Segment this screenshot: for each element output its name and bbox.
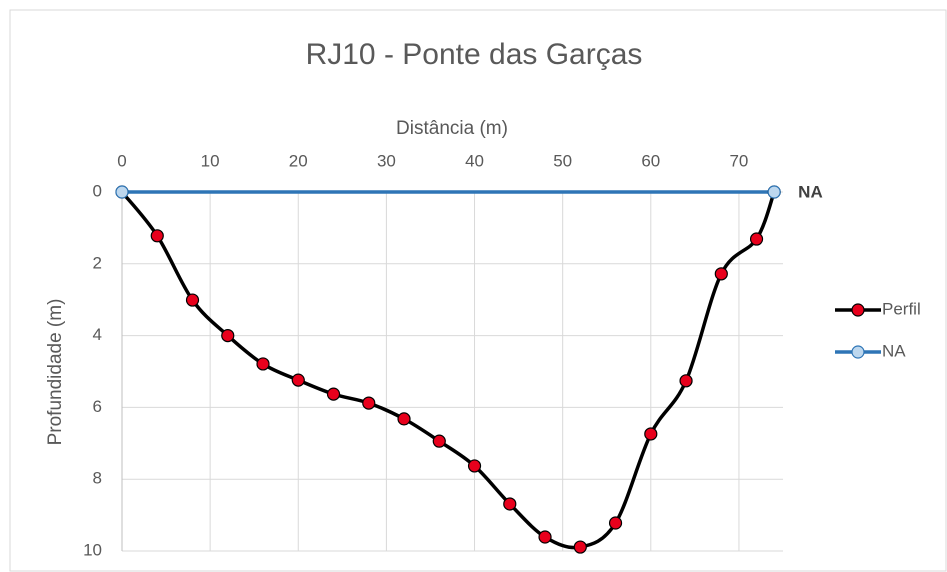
data-point [714,267,728,281]
legend-marker [851,303,865,317]
data-point [767,185,781,199]
data-point [644,427,658,441]
data-point [256,357,270,371]
data-point [679,374,693,388]
legend-marker [851,345,865,359]
x-tick-label: 70 [729,151,748,170]
data-point [503,497,517,511]
y-tick-label: 0 [93,181,102,200]
legend-label: NA [882,341,906,360]
data-point [608,516,623,530]
legend-label: Perfil [882,299,921,318]
x-tick-label: 20 [289,151,308,170]
data-point [432,434,446,448]
annotation: NA [798,182,823,201]
data-point [573,540,587,554]
data-point [749,232,764,246]
y-tick-label: 8 [93,469,102,488]
x-tick-label: 10 [201,151,220,170]
x-tick-label: 50 [553,151,572,170]
y-tick-label: 2 [93,253,102,272]
x-tick-label: 0 [117,151,126,170]
x-tick-label: 30 [377,151,396,170]
data-point [221,329,235,343]
data-point [397,412,411,426]
data-point [326,387,341,401]
data-point [538,530,552,544]
data-point [467,459,482,473]
chart-title: RJ10 - Ponte das Garças [306,38,643,71]
x-tick-label: 40 [465,151,484,170]
chart-border [9,9,947,572]
data-point [362,396,376,410]
y-tick-label: 4 [93,325,102,344]
data-point [150,229,164,243]
data-point [185,293,200,307]
x-axis-label: Distância (m) [396,118,508,139]
y-tick-label: 6 [93,397,102,416]
data-point [291,373,305,387]
data-point [115,185,129,199]
y-axis-label: Profundidade (m) [45,299,66,446]
y-tick-label: 10 [83,540,102,559]
x-tick-label: 60 [641,151,660,170]
